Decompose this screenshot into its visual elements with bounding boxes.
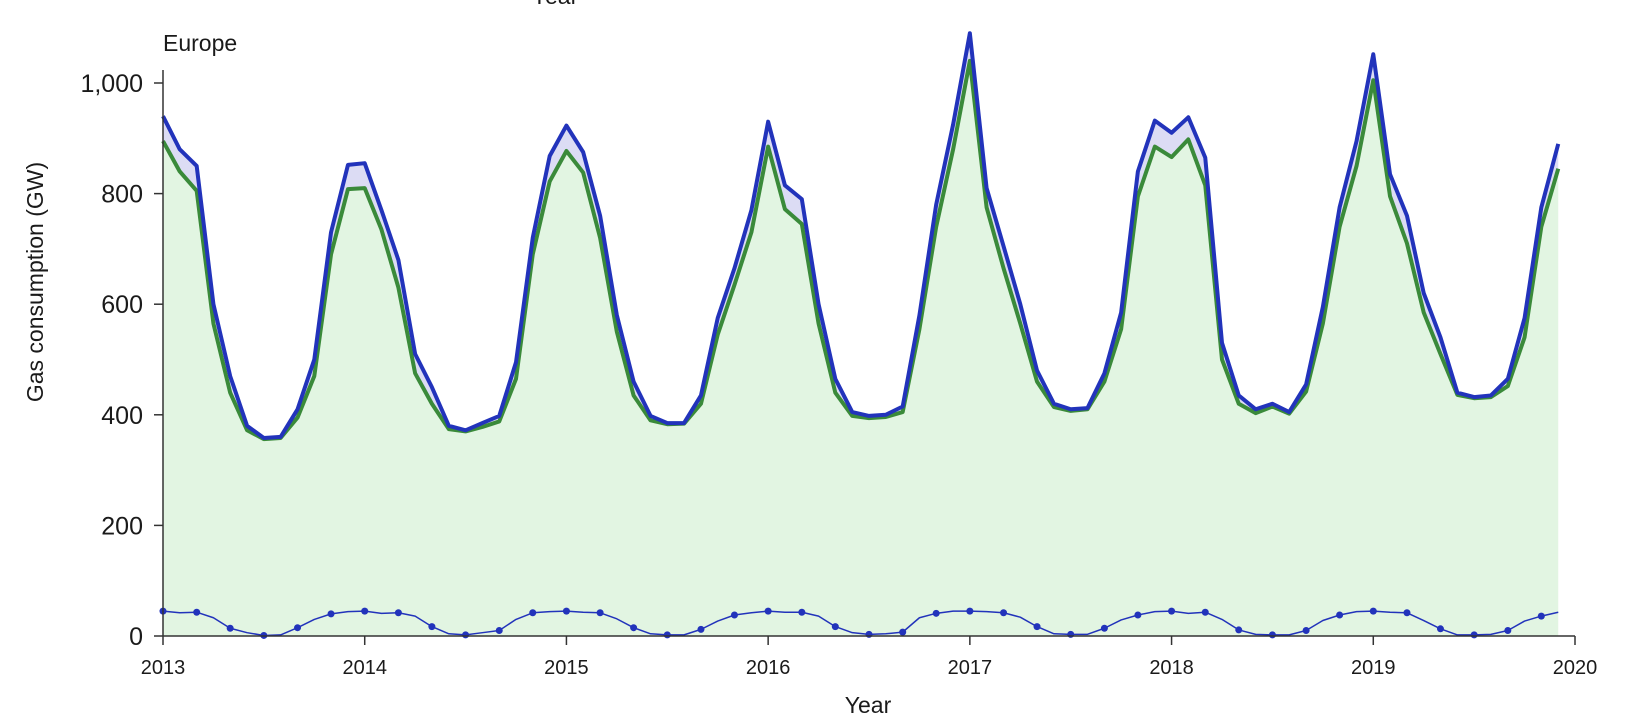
small-series-point: [428, 623, 436, 631]
plot-lines: [159, 31, 1561, 639]
small-series-point: [663, 631, 671, 639]
y-tick-label: 400: [101, 402, 143, 430]
x-tick-label: 2018: [1149, 657, 1194, 679]
y-tick-label: 0: [129, 623, 143, 651]
small-series-point: [730, 611, 738, 619]
small-series-point: [1436, 625, 1444, 633]
small-series-point: [1369, 607, 1377, 615]
small-series-point: [630, 624, 638, 632]
plot-areas: [163, 33, 1559, 636]
small-series-point: [1033, 623, 1041, 631]
small-series-point: [327, 610, 335, 618]
y-axis-title: Gas consumption (GW): [22, 162, 48, 402]
small-series-point: [462, 631, 470, 639]
small-series-point: [1168, 607, 1176, 615]
small-series-point: [1100, 624, 1108, 632]
small-series-point: [1134, 611, 1142, 619]
small-series-point: [294, 624, 302, 632]
y-tick-label: 1,000: [80, 70, 143, 98]
x-axis-title: Year: [845, 692, 892, 717]
small-series-point: [1000, 609, 1008, 617]
x-tick-label: 2014: [342, 657, 387, 679]
small-series-point: [562, 607, 570, 615]
small-series-point: [529, 609, 537, 617]
small-series-point: [193, 608, 201, 616]
x-tick-label: 2013: [141, 657, 186, 679]
small-series-point: [1067, 630, 1075, 638]
y-tick-label: 800: [101, 181, 143, 209]
small-series-point: [1302, 626, 1310, 634]
small-series-point: [361, 607, 369, 615]
small-series-point: [1504, 626, 1512, 634]
small-series-point: [899, 628, 907, 636]
panel-title: Europe: [163, 30, 237, 56]
small-series-point: [1403, 609, 1411, 617]
small-series-point: [831, 623, 839, 631]
small-series-point: [1470, 631, 1478, 639]
base-series-line: [161, 58, 1561, 442]
small-series-point: [798, 608, 806, 616]
small-series-point: [1201, 608, 1209, 616]
x-tick-label: 2016: [746, 657, 791, 679]
x-tick-label: 2017: [948, 657, 993, 679]
small-series-point: [865, 630, 873, 638]
small-series-point: [394, 609, 402, 617]
small-series-point: [932, 609, 940, 617]
small-series-point: [1235, 626, 1243, 634]
x-tick-label: 2015: [544, 657, 589, 679]
small-series-point: [697, 625, 705, 633]
y-tick-label: 200: [101, 512, 143, 540]
small-series-point: [1537, 612, 1545, 620]
small-series-point: [1268, 631, 1276, 639]
axes: [154, 70, 1576, 645]
total-series-line: [161, 31, 1561, 441]
x-tick-label: 2020: [1553, 657, 1598, 679]
y-tick-label: 600: [101, 291, 143, 319]
small-series-point: [495, 626, 503, 634]
x-tick-label: 2019: [1351, 657, 1396, 679]
small-series-point: [226, 624, 234, 632]
base-area-fill: [163, 60, 1559, 636]
tick-labels: 0 200 400 600 800 1,000 2013 2014 2015 2016 2017 20…: [80, 70, 1597, 679]
small-series-point: [966, 607, 974, 615]
small-series-point: [1336, 611, 1344, 619]
top-cut-label: Year: [532, 0, 579, 9]
small-series-point: [764, 607, 772, 615]
small-series-point: [596, 609, 604, 617]
